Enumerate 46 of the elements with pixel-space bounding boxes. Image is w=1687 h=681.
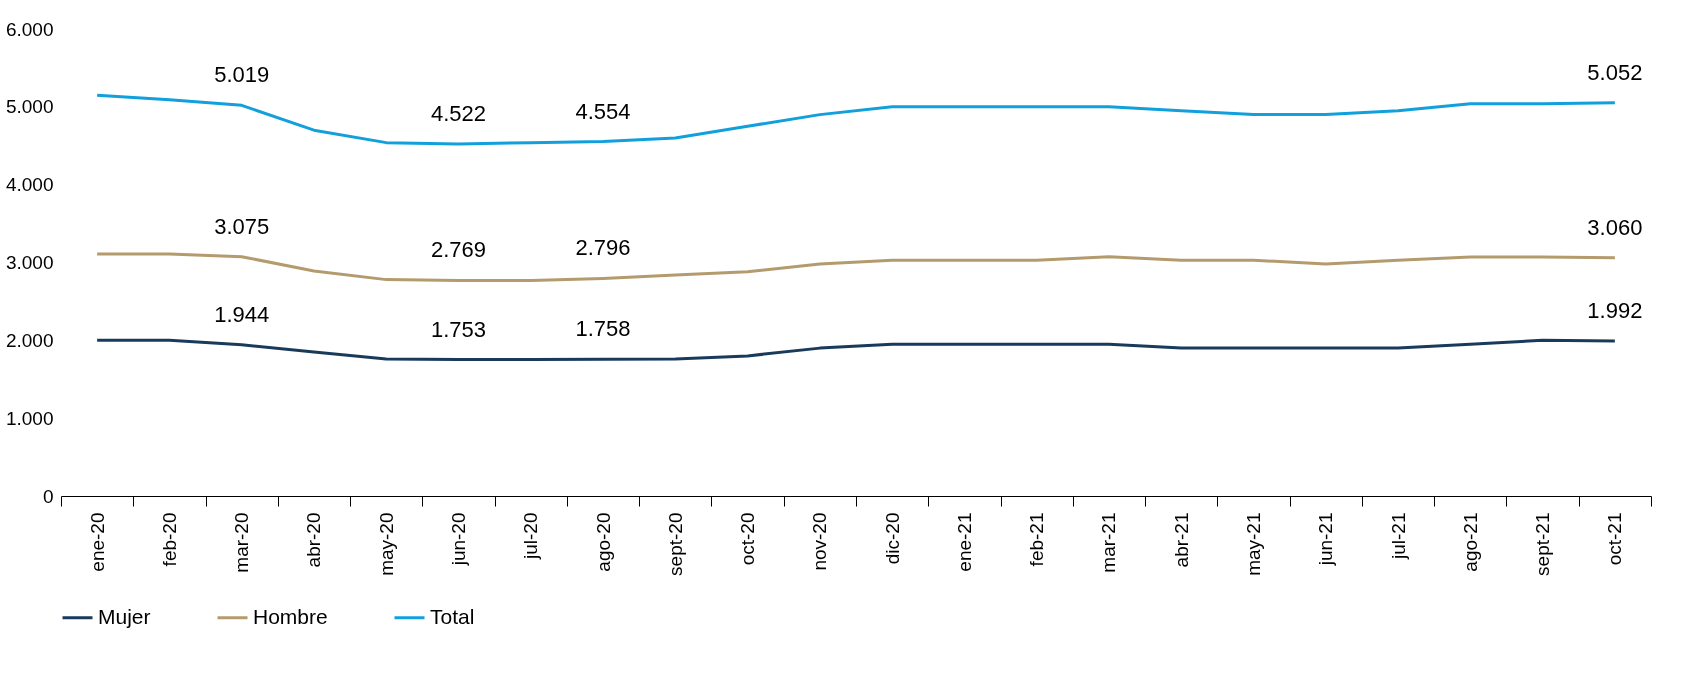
x-tick-label: may-20 — [375, 512, 397, 576]
x-tick-label: abr-21 — [1170, 512, 1192, 568]
x-tick-label: jul-20 — [520, 512, 542, 560]
x-tick-label: ene-21 — [953, 512, 975, 572]
data-label: 1.758 — [575, 316, 631, 342]
x-tick-label: sept-20 — [664, 512, 686, 576]
y-tick-label: 5.000 — [5, 96, 54, 118]
y-tick-label: 4.000 — [5, 174, 54, 196]
y-tick-label: 3.000 — [5, 252, 54, 273]
data-label: 1.992 — [1587, 297, 1643, 323]
y-tick-label: 6.000 — [5, 18, 54, 40]
y-tick-label: 0 — [42, 485, 54, 507]
y-tick-label: 1.000 — [5, 407, 54, 429]
data-label: 3.060 — [1587, 214, 1643, 240]
x-tick-label: mar-20 — [231, 512, 253, 573]
data-label: 4.554 — [575, 98, 631, 124]
x-tick-label: dic-20 — [881, 512, 903, 565]
y-tick-label: 2.000 — [5, 329, 54, 351]
x-tick-label: jun-21 — [1315, 512, 1337, 567]
x-tick-label: feb-21 — [1026, 512, 1048, 567]
data-label: 5.019 — [214, 62, 270, 88]
data-label: 1.753 — [430, 316, 487, 342]
x-tick-label: mar-21 — [1098, 512, 1120, 573]
x-tick-label: ago-21 — [1459, 512, 1481, 572]
x-tick-label: oct-20 — [737, 512, 759, 566]
legend-label: Mujer — [98, 604, 151, 628]
x-tick-label: may-21 — [1243, 512, 1264, 576]
legend-label: Total — [430, 604, 475, 628]
x-tick-label: sept-21 — [1532, 512, 1554, 576]
data-label: 5.052 — [1587, 59, 1643, 85]
data-label: 3.075 — [214, 213, 270, 239]
data-label: 4.522 — [430, 101, 487, 127]
x-tick-label: jul-21 — [1387, 512, 1409, 560]
line-series — [95, 338, 1617, 362]
data-label: 1.944 — [214, 301, 270, 327]
x-tick-label: jun-20 — [448, 512, 469, 567]
x-tick-label: nov-20 — [809, 512, 831, 571]
x-tick-label: ago-20 — [592, 512, 614, 572]
line-series — [95, 93, 1617, 146]
x-tick-label: abr-20 — [303, 512, 325, 568]
data-label: 2.796 — [575, 235, 631, 261]
x-tick-label: oct-21 — [1604, 512, 1626, 566]
x-tick-label: feb-20 — [158, 512, 180, 567]
legend-label: Hombre — [253, 604, 328, 628]
data-label: 2.769 — [430, 237, 487, 263]
x-tick-label: ene-20 — [86, 512, 108, 572]
